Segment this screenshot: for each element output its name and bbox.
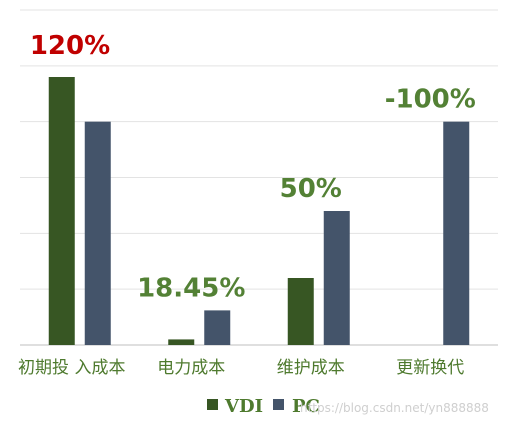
category-label: 维护成本: [277, 358, 345, 378]
bar-pc-3: [443, 121, 470, 346]
bar-vdi-0: [48, 77, 75, 345]
legend-swatch-pc: [273, 399, 284, 410]
annotations: 120% 18.45% 50% -100%: [30, 31, 476, 303]
annotation-label: 120%: [30, 31, 110, 61]
bar-pc-2: [323, 211, 350, 345]
bar-vdi-1: [168, 339, 195, 345]
legend-label-pc: PC: [292, 396, 320, 417]
watermark: https://blog.csdn.net/yn888888: [300, 401, 489, 415]
annotation-label: 18.45%: [137, 273, 245, 303]
annotation-label: -100%: [385, 85, 476, 115]
legend-swatch-vdi: [207, 399, 218, 410]
legend: VDI PC: [207, 396, 320, 417]
category-label: 初期投 入成本: [18, 358, 125, 378]
category-labels: 初期投 入成本 电力成本 维护成本 更新换代: [18, 358, 464, 378]
bar-pc-1: [204, 310, 231, 345]
category-label: 电力成本: [157, 358, 225, 378]
annotation-label: 50%: [280, 174, 342, 204]
category-label: 更新换代: [396, 358, 464, 378]
bar-pc-0: [84, 121, 111, 346]
bars: [48, 77, 470, 346]
bar-vdi-2: [287, 278, 314, 345]
legend-label-vdi: VDI: [224, 396, 263, 417]
